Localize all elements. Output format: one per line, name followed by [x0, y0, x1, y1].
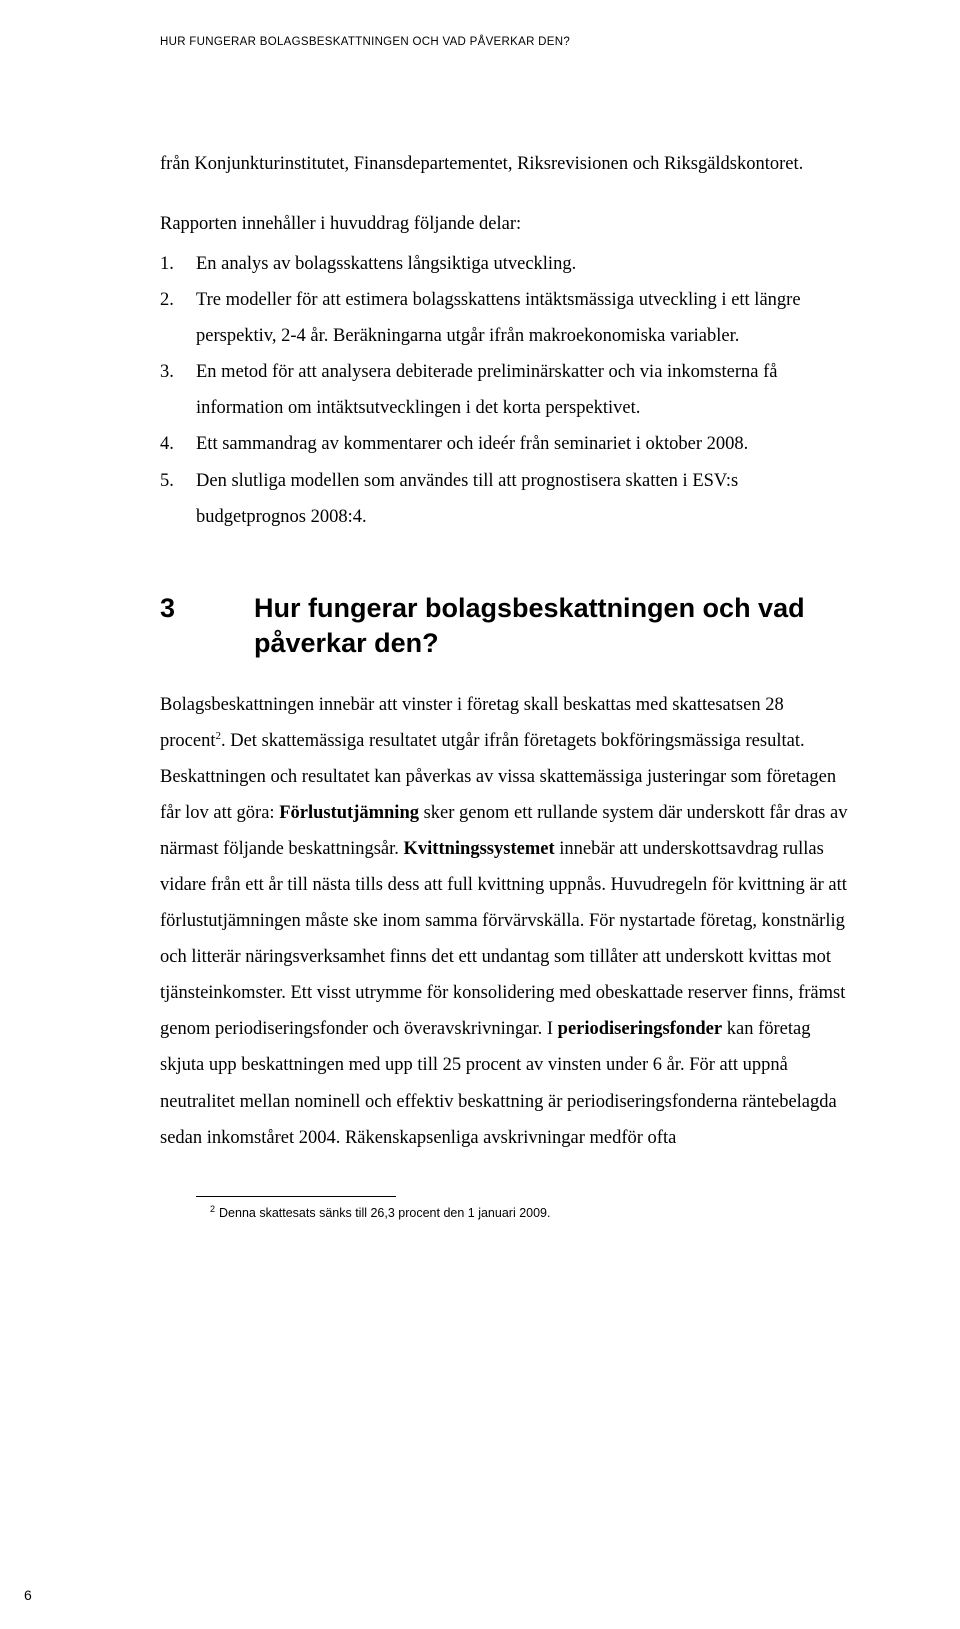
- bold-term: Kvittningssystemet: [404, 839, 555, 859]
- list-number: 5.: [160, 463, 188, 499]
- numbered-list: 1. En analys av bolagsskattens långsikti…: [160, 246, 850, 535]
- list-text: Tre modeller för att estimera bolagsskat…: [196, 290, 801, 346]
- list-item: 1. En analys av bolagsskattens långsikti…: [196, 246, 850, 282]
- footnote-rule: [196, 1196, 396, 1197]
- list-item: 5. Den slutliga modellen som användes ti…: [196, 463, 850, 535]
- bold-term: periodiseringsfonder: [558, 1019, 722, 1039]
- list-number: 2.: [160, 282, 188, 318]
- footnote-marker: 2: [210, 1204, 215, 1214]
- list-text: Den slutliga modellen som användes till …: [196, 471, 738, 527]
- list-intro: Rapporten innehåller i huvuddrag följand…: [160, 206, 850, 242]
- bold-term: Förlustutjämning: [279, 803, 419, 823]
- page-number: 6: [24, 1587, 32, 1603]
- list-text: En analys av bolagsskattens långsiktiga …: [196, 254, 576, 274]
- list-number: 1.: [160, 246, 188, 282]
- intro-paragraph: från Konjunkturinstitutet, Finansdeparte…: [160, 146, 850, 182]
- list-text: En metod för att analysera debiterade pr…: [196, 362, 778, 418]
- main-paragraph: Bolagsbeskattningen innebär att vinster …: [160, 687, 850, 1156]
- footnote-text: Denna skattesats sänks till 26,3 procent…: [219, 1206, 550, 1220]
- footnote: 2 Denna skattesats sänks till 26,3 procen…: [210, 1203, 850, 1223]
- section-title: Hur fungerar bolagsbeskattningen och vad…: [254, 591, 850, 661]
- list-item: 4. Ett sammandrag av kommentarer och ide…: [196, 426, 850, 462]
- text-segment: innebär att underskottsavdrag rullas vid…: [160, 839, 847, 1039]
- document-page: HUR FUNGERAR BOLAGSBESKATTNINGEN OCH VAD…: [0, 0, 960, 1629]
- list-number: 3.: [160, 354, 188, 390]
- list-item: 2. Tre modeller för att estimera bolagss…: [196, 282, 850, 354]
- section-number: 3: [160, 591, 254, 661]
- running-header: HUR FUNGERAR BOLAGSBESKATTNINGEN OCH VAD…: [160, 36, 850, 48]
- list-number: 4.: [160, 426, 188, 462]
- list-text: Ett sammandrag av kommentarer och ideér …: [196, 434, 748, 454]
- section-heading: 3 Hur fungerar bolagsbeskattningen och v…: [160, 591, 850, 661]
- list-item: 3. En metod för att analysera debiterade…: [196, 354, 850, 426]
